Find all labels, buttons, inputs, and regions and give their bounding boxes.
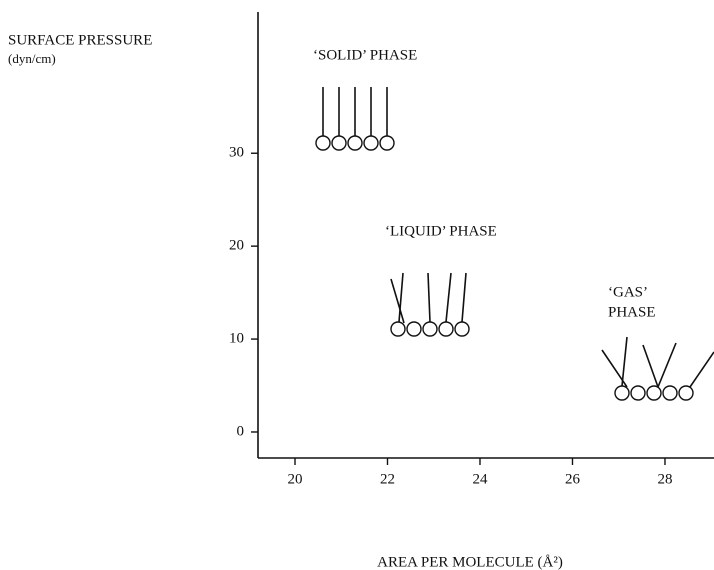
x-axis-label: AREA PER MOLECULE (Å²) — [377, 554, 563, 570]
x-tick-label: 28 — [657, 471, 672, 487]
annotation: PHASE — [608, 304, 656, 320]
y-axis-unit: (dyn/cm) — [8, 51, 56, 66]
gas-molecules — [601, 336, 714, 401]
x-tick-label: 26 — [565, 471, 581, 487]
annotation: ‘LIQUID’ PHASE — [385, 223, 497, 239]
liquid-molecules — [390, 272, 470, 337]
solid-molecules — [315, 87, 395, 151]
x-tick-label: 24 — [472, 471, 488, 487]
y-tick-label: 0 — [237, 423, 245, 439]
x-tick-label: 22 — [380, 471, 395, 487]
annotation: ‘SOLID’ PHASE — [313, 47, 417, 63]
annotation: ‘GAS’ — [608, 284, 648, 300]
y-tick-label: 20 — [229, 238, 244, 254]
x-tick-label: 20 — [287, 471, 302, 487]
y-axis-label: SURFACE PRESSURE — [8, 32, 152, 48]
y-tick-label: 30 — [229, 145, 244, 161]
y-tick-label: 10 — [229, 331, 244, 347]
